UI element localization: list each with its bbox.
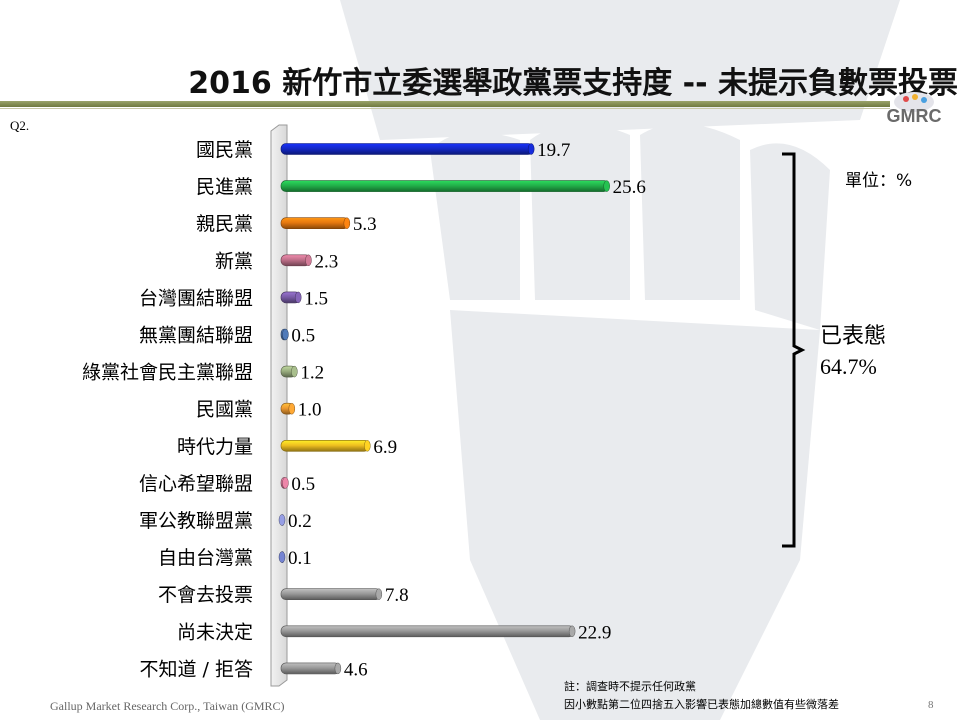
category-label-2: 親民黨 (196, 213, 253, 235)
category-label-9: 信心希望聯盟 (139, 473, 253, 495)
bar-cap-3 (305, 254, 312, 267)
bar-cap-4 (294, 291, 302, 304)
category-label-14: 不知道 / 拒答 (140, 658, 253, 680)
value-label-10: 0.2 (288, 511, 312, 532)
footnote: 註：調查時不提示任何政黨 因小數點第二位四捨五入影響已表態加總數值有些微落差 (564, 678, 839, 714)
logo-text: GMRC (887, 106, 942, 126)
question-code: Q2. (10, 118, 30, 133)
category-label-4: 台灣團結聯盟 (139, 287, 253, 309)
value-label-8: 6.9 (373, 437, 397, 458)
value-label-6: 1.2 (300, 363, 324, 384)
unit-label: 單位：% (845, 171, 913, 191)
bar-cap-11 (278, 551, 286, 563)
bar-cap-6 (291, 365, 298, 378)
y-axis-wall (270, 124, 288, 687)
footnote-line-2: 因小數點第二位四捨五入影響已表態加總數值有些微落差 (564, 698, 839, 711)
page-number: 8 (928, 699, 934, 711)
value-label-1: 25.6 (613, 177, 646, 198)
title-divider-thin (0, 108, 890, 109)
category-label-3: 新黨 (215, 250, 253, 272)
bar-cap-0 (527, 143, 535, 155)
bracket (782, 152, 806, 548)
bar-cap-9 (282, 477, 289, 489)
title-divider (0, 101, 890, 107)
bracket-title: 已表態 (820, 324, 887, 349)
value-label-12: 7.8 (385, 585, 409, 606)
bar-cap-2 (343, 217, 351, 229)
category-label-7: 民國黨 (196, 399, 253, 421)
category-label-1: 民進黨 (196, 176, 253, 198)
value-label-4: 1.5 (304, 288, 328, 309)
bar-12 (280, 588, 382, 601)
bar-13 (280, 625, 575, 638)
value-label-11: 0.1 (288, 548, 312, 569)
category-label-12: 不會去投票 (158, 584, 253, 606)
bar-cap-14 (334, 662, 342, 675)
bar-0 (280, 143, 534, 155)
bar-14 (280, 662, 341, 675)
bar-2 (280, 217, 350, 229)
bar-8 (280, 439, 370, 452)
category-label-5: 無黨團結聯盟 (139, 325, 253, 347)
bar-cap-12 (375, 588, 383, 600)
bar-cap-5 (282, 328, 289, 341)
footnote-line-1: 註：調查時不提示任何政黨 (564, 680, 696, 693)
category-label-0: 國民黨 (196, 139, 253, 161)
bar-cap-10 (278, 514, 286, 526)
value-label-2: 5.3 (353, 214, 377, 235)
bar-cap-13 (568, 625, 576, 638)
value-label-9: 0.5 (291, 474, 315, 495)
value-label-13: 22.9 (578, 622, 611, 643)
value-label-14: 4.6 (344, 659, 368, 680)
bracket-label: 已表態 64.7% (820, 322, 886, 382)
page-title: 2016 新竹市立委選舉政黨票支持度 -- 未提示負數票投票 (188, 66, 958, 101)
category-label-6: 綠黨社會民主黨聯盟 (82, 362, 253, 384)
value-label-3: 2.3 (314, 251, 338, 272)
bracket-value: 64.7% (820, 354, 877, 379)
bar-cap-1 (603, 180, 610, 192)
category-label-11: 自由台灣黨 (158, 547, 253, 569)
bar-cap-7 (288, 402, 296, 415)
value-label-0: 19.7 (537, 140, 570, 161)
category-label-13: 尚未決定 (177, 621, 253, 643)
gmrc-logo: GMRC (887, 92, 942, 126)
bar-1 (280, 180, 609, 192)
category-label-8: 時代力量 (177, 436, 253, 458)
category-label-10: 軍公教聯盟黨 (139, 510, 253, 532)
footer-company: Gallup Market Research Corp., Taiwan (GM… (50, 699, 285, 713)
value-label-7: 1.0 (298, 400, 322, 421)
bar-cap-8 (364, 440, 371, 452)
bar-chart: 國民黨 19.7 民進黨 25.6 親民黨 5.3 新黨 2.3 台灣團結聯盟 1.5 無黨團結聯盟… (82, 124, 646, 687)
value-label-5: 0.5 (291, 326, 315, 347)
